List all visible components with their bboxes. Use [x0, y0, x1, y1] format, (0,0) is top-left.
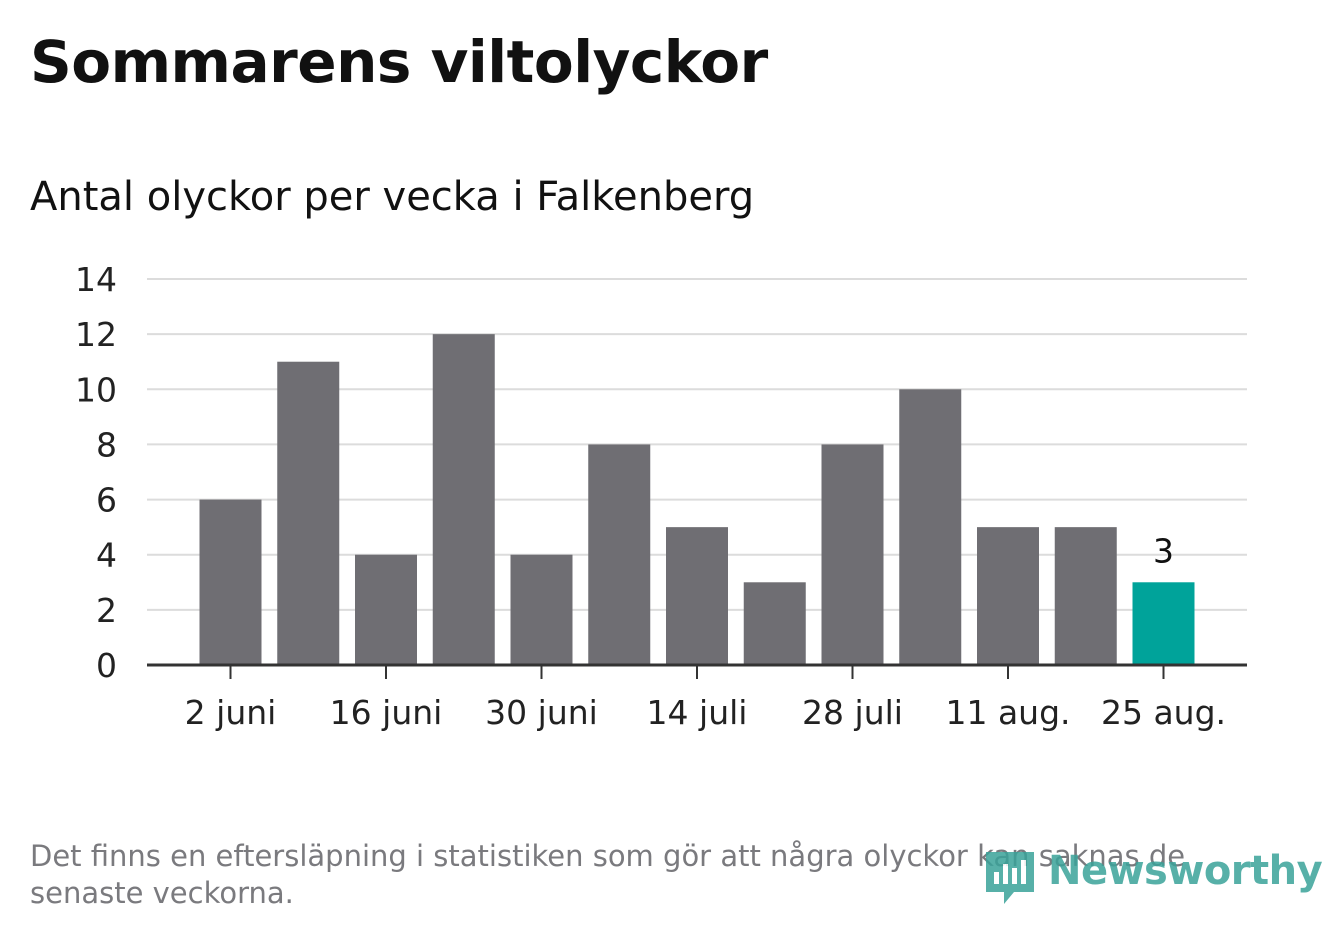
bar: [355, 554, 417, 665]
bars: [199, 334, 1195, 665]
bar: [743, 582, 806, 665]
x-tick-label: 14 juli: [647, 693, 748, 732]
bar: [666, 527, 728, 665]
newsworthy-logo-text: Newsworthy: [1048, 848, 1322, 894]
chart-subtitle: Antal olyckor per vecka i Falkenberg: [30, 174, 755, 220]
bar: [1054, 527, 1117, 665]
newsworthy-logo: Newsworthy: [982, 846, 1322, 912]
x-tick-label: 11 aug.: [945, 693, 1070, 732]
data-label: 3: [1153, 531, 1174, 570]
chart-title: Sommarens viltolyckor: [30, 28, 768, 96]
y-tick-label: 10: [75, 370, 117, 409]
y-tick-label: 12: [75, 315, 117, 354]
bar: [899, 389, 962, 665]
y-axis-ticks: 0 2 4 6 8 10 12 14: [75, 260, 117, 685]
bar: [1132, 582, 1195, 665]
y-tick-label: 8: [96, 425, 117, 464]
y-tick-label: 6: [96, 481, 117, 520]
bar: [510, 554, 573, 665]
bar: [277, 361, 340, 665]
y-tick-label: 0: [96, 646, 117, 685]
x-tick-label: 30 juni: [485, 693, 598, 732]
x-axis: 2 juni 16 juni 30 juni 14 juli 28 juli 11 aug…: [147, 663, 1247, 732]
newsworthy-logo-icon: [986, 852, 1034, 904]
x-tick-label: 16 juni: [330, 693, 443, 732]
x-tick-label: 25 aug.: [1101, 693, 1226, 732]
bar: [821, 444, 884, 665]
y-tick-label: 14: [75, 260, 117, 299]
bar: [588, 444, 651, 665]
bar: [432, 334, 495, 665]
x-tick-label: 28 juli: [802, 693, 903, 732]
y-tick-label: 4: [96, 536, 117, 575]
bar: [199, 499, 262, 665]
x-tick-label: 2 juni: [185, 693, 277, 732]
data-labels: 3: [1153, 531, 1174, 570]
bar: [977, 527, 1039, 665]
y-tick-label: 2: [96, 591, 117, 630]
